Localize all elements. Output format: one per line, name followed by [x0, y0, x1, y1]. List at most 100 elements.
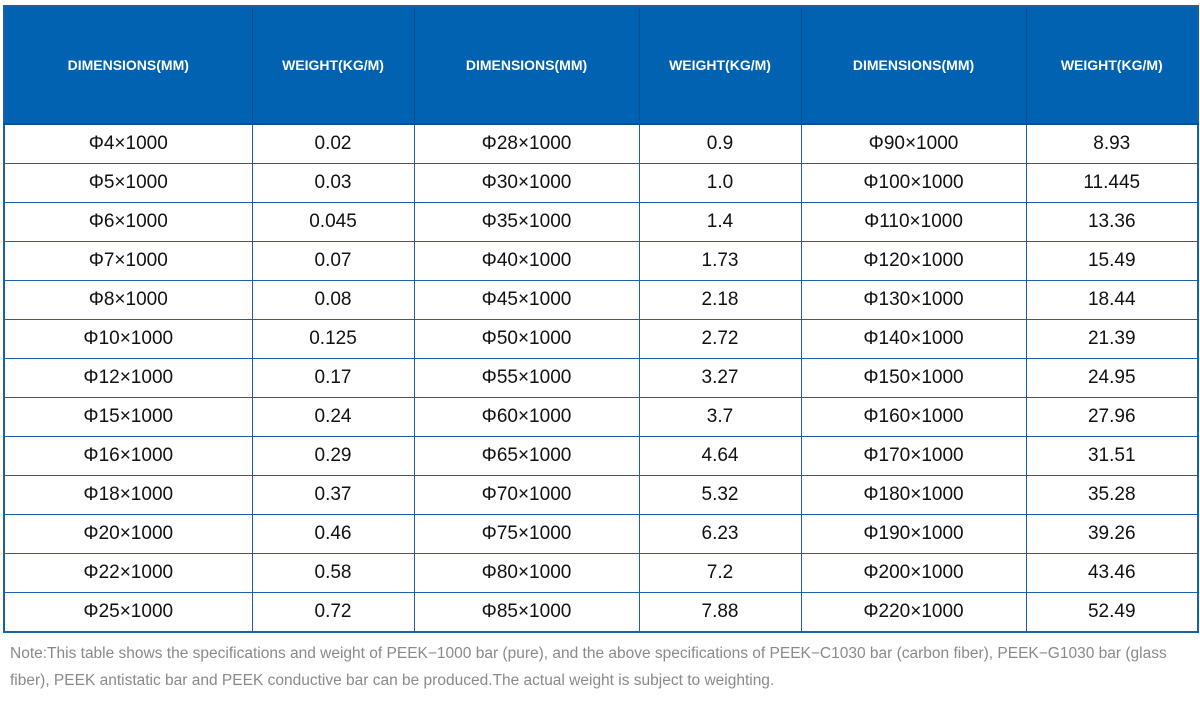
table-row: Φ20×1000 0.46 Φ75×1000 6.23 Φ190×1000 39.26 — [3, 514, 1199, 554]
weight-cell: 5.32 — [638, 475, 802, 515]
column-header-dimensions: DIMENSIONS(MM) — [413, 5, 640, 125]
weight-cell: 0.24 — [251, 397, 415, 437]
weight-cell: 0.72 — [251, 592, 415, 633]
column-header-dimensions: DIMENSIONS(MM) — [800, 5, 1027, 125]
column-header-weight: WEIGHT(KG/M) — [638, 5, 802, 125]
dimension-cell: Φ160×1000 — [800, 397, 1027, 437]
dimension-cell: Φ190×1000 — [800, 514, 1027, 554]
weight-cell: 27.96 — [1025, 397, 1199, 437]
weight-cell: 3.27 — [638, 358, 802, 398]
dimension-cell: Φ8×1000 — [3, 280, 253, 320]
dimension-cell: Φ18×1000 — [3, 475, 253, 515]
weight-cell: 0.58 — [251, 553, 415, 593]
weight-cell: 0.17 — [251, 358, 415, 398]
dimension-cell: Φ100×1000 — [800, 163, 1027, 203]
weight-cell: 4.64 — [638, 436, 802, 476]
weight-cell: 3.7 — [638, 397, 802, 437]
table-row: Φ12×1000 0.17 Φ55×1000 3.27 Φ150×1000 24.95 — [3, 358, 1199, 398]
weight-cell: 2.18 — [638, 280, 802, 320]
weight-cell: 6.23 — [638, 514, 802, 554]
spec-table: DIMENSIONS(MM) WEIGHT(KG/M) DIMENSIONS(MM)… — [3, 5, 1199, 633]
dimension-cell: Φ30×1000 — [413, 163, 640, 203]
weight-cell: 0.045 — [251, 202, 415, 242]
weight-cell: 39.26 — [1025, 514, 1199, 554]
weight-cell: 0.9 — [638, 123, 802, 164]
dimension-cell: Φ110×1000 — [800, 202, 1027, 242]
weight-cell: 1.73 — [638, 241, 802, 281]
weight-cell: 8.93 — [1025, 123, 1199, 164]
weight-cell: 11.445 — [1025, 163, 1199, 203]
dimension-cell: Φ40×1000 — [413, 241, 640, 281]
weight-cell: 0.02 — [251, 123, 415, 164]
table-row: Φ8×1000 0.08 Φ45×1000 2.18 Φ130×1000 18.44 — [3, 280, 1199, 320]
weight-cell: 52.49 — [1025, 592, 1199, 633]
dimension-cell: Φ15×1000 — [3, 397, 253, 437]
column-header-weight: WEIGHT(KG/M) — [251, 5, 415, 125]
dimension-cell: Φ55×1000 — [413, 358, 640, 398]
table-row: Φ4×1000 0.02 Φ28×1000 0.9 Φ90×1000 8.93 — [3, 123, 1199, 164]
dimension-cell: Φ20×1000 — [3, 514, 253, 554]
dimension-cell: Φ80×1000 — [413, 553, 640, 593]
dimension-cell: Φ140×1000 — [800, 319, 1027, 359]
dimension-cell: Φ170×1000 — [800, 436, 1027, 476]
weight-cell: 35.28 — [1025, 475, 1199, 515]
dimension-cell: Φ25×1000 — [3, 592, 253, 633]
table-row: Φ22×1000 0.58 Φ80×1000 7.2 Φ200×1000 43.46 — [3, 553, 1199, 593]
dimension-cell: Φ70×1000 — [413, 475, 640, 515]
weight-cell: 0.08 — [251, 280, 415, 320]
dimension-cell: Φ85×1000 — [413, 592, 640, 633]
weight-cell: 1.0 — [638, 163, 802, 203]
weight-cell: 0.29 — [251, 436, 415, 476]
dimension-cell: Φ7×1000 — [3, 241, 253, 281]
weight-cell: 31.51 — [1025, 436, 1199, 476]
table-row: Φ18×1000 0.37 Φ70×1000 5.32 Φ180×1000 35.28 — [3, 475, 1199, 515]
table-row: Φ10×1000 0.125 Φ50×1000 2.72 Φ140×1000 21.39 — [3, 319, 1199, 359]
table-note: Note:This table shows the specifications… — [10, 645, 1167, 689]
weight-cell: 13.36 — [1025, 202, 1199, 242]
weight-cell: 0.37 — [251, 475, 415, 515]
weight-cell: 7.2 — [638, 553, 802, 593]
column-header-weight: WEIGHT(KG/M) — [1025, 5, 1199, 125]
dimension-cell: Φ28×1000 — [413, 123, 640, 164]
dimension-cell: Φ5×1000 — [3, 163, 253, 203]
weight-cell: 7.88 — [638, 592, 802, 633]
dimension-cell: Φ75×1000 — [413, 514, 640, 554]
weight-cell: 0.125 — [251, 319, 415, 359]
weight-cell: 43.46 — [1025, 553, 1199, 593]
weight-cell: 0.03 — [251, 163, 415, 203]
weight-cell: 2.72 — [638, 319, 802, 359]
table-row: Φ15×1000 0.24 Φ60×1000 3.7 Φ160×1000 27.96 — [3, 397, 1199, 437]
weight-cell: 15.49 — [1025, 241, 1199, 281]
weight-cell: 1.4 — [638, 202, 802, 242]
table-row: Φ16×1000 0.29 Φ65×1000 4.64 Φ170×1000 31.51 — [3, 436, 1199, 476]
dimension-cell: Φ50×1000 — [413, 319, 640, 359]
dimension-cell: Φ22×1000 — [3, 553, 253, 593]
table-row: Φ25×1000 0.72 Φ85×1000 7.88 Φ220×1000 52.49 — [3, 592, 1199, 633]
dimension-cell: Φ90×1000 — [800, 123, 1027, 164]
weight-cell: 0.07 — [251, 241, 415, 281]
column-header-dimensions: DIMENSIONS(MM) — [3, 5, 253, 125]
dimension-cell: Φ120×1000 — [800, 241, 1027, 281]
table-row: Φ5×1000 0.03 Φ30×1000 1.0 Φ100×1000 11.445 — [3, 163, 1199, 203]
dimension-cell: Φ65×1000 — [413, 436, 640, 476]
header-row: DIMENSIONS(MM) WEIGHT(KG/M) DIMENSIONS(MM)… — [3, 5, 1199, 125]
dimension-cell: Φ35×1000 — [413, 202, 640, 242]
dimension-cell: Φ60×1000 — [413, 397, 640, 437]
dimension-cell: Φ10×1000 — [3, 319, 253, 359]
dimension-cell: Φ4×1000 — [3, 123, 253, 164]
table-row: Φ7×1000 0.07 Φ40×1000 1.73 Φ120×1000 15.49 — [3, 241, 1199, 281]
dimension-cell: Φ16×1000 — [3, 436, 253, 476]
table-row: Φ6×1000 0.045 Φ35×1000 1.4 Φ110×1000 13.36 — [3, 202, 1199, 242]
dimension-cell: Φ130×1000 — [800, 280, 1027, 320]
dimension-cell: Φ220×1000 — [800, 592, 1027, 633]
dimension-cell: Φ150×1000 — [800, 358, 1027, 398]
dimension-cell: Φ180×1000 — [800, 475, 1027, 515]
dimension-cell: Φ200×1000 — [800, 553, 1027, 593]
dimension-cell: Φ45×1000 — [413, 280, 640, 320]
weight-cell: 18.44 — [1025, 280, 1199, 320]
dimension-cell: Φ6×1000 — [3, 202, 253, 242]
weight-cell: 24.95 — [1025, 358, 1199, 398]
weight-cell: 0.46 — [251, 514, 415, 554]
weight-cell: 21.39 — [1025, 319, 1199, 359]
dimension-cell: Φ12×1000 — [3, 358, 253, 398]
